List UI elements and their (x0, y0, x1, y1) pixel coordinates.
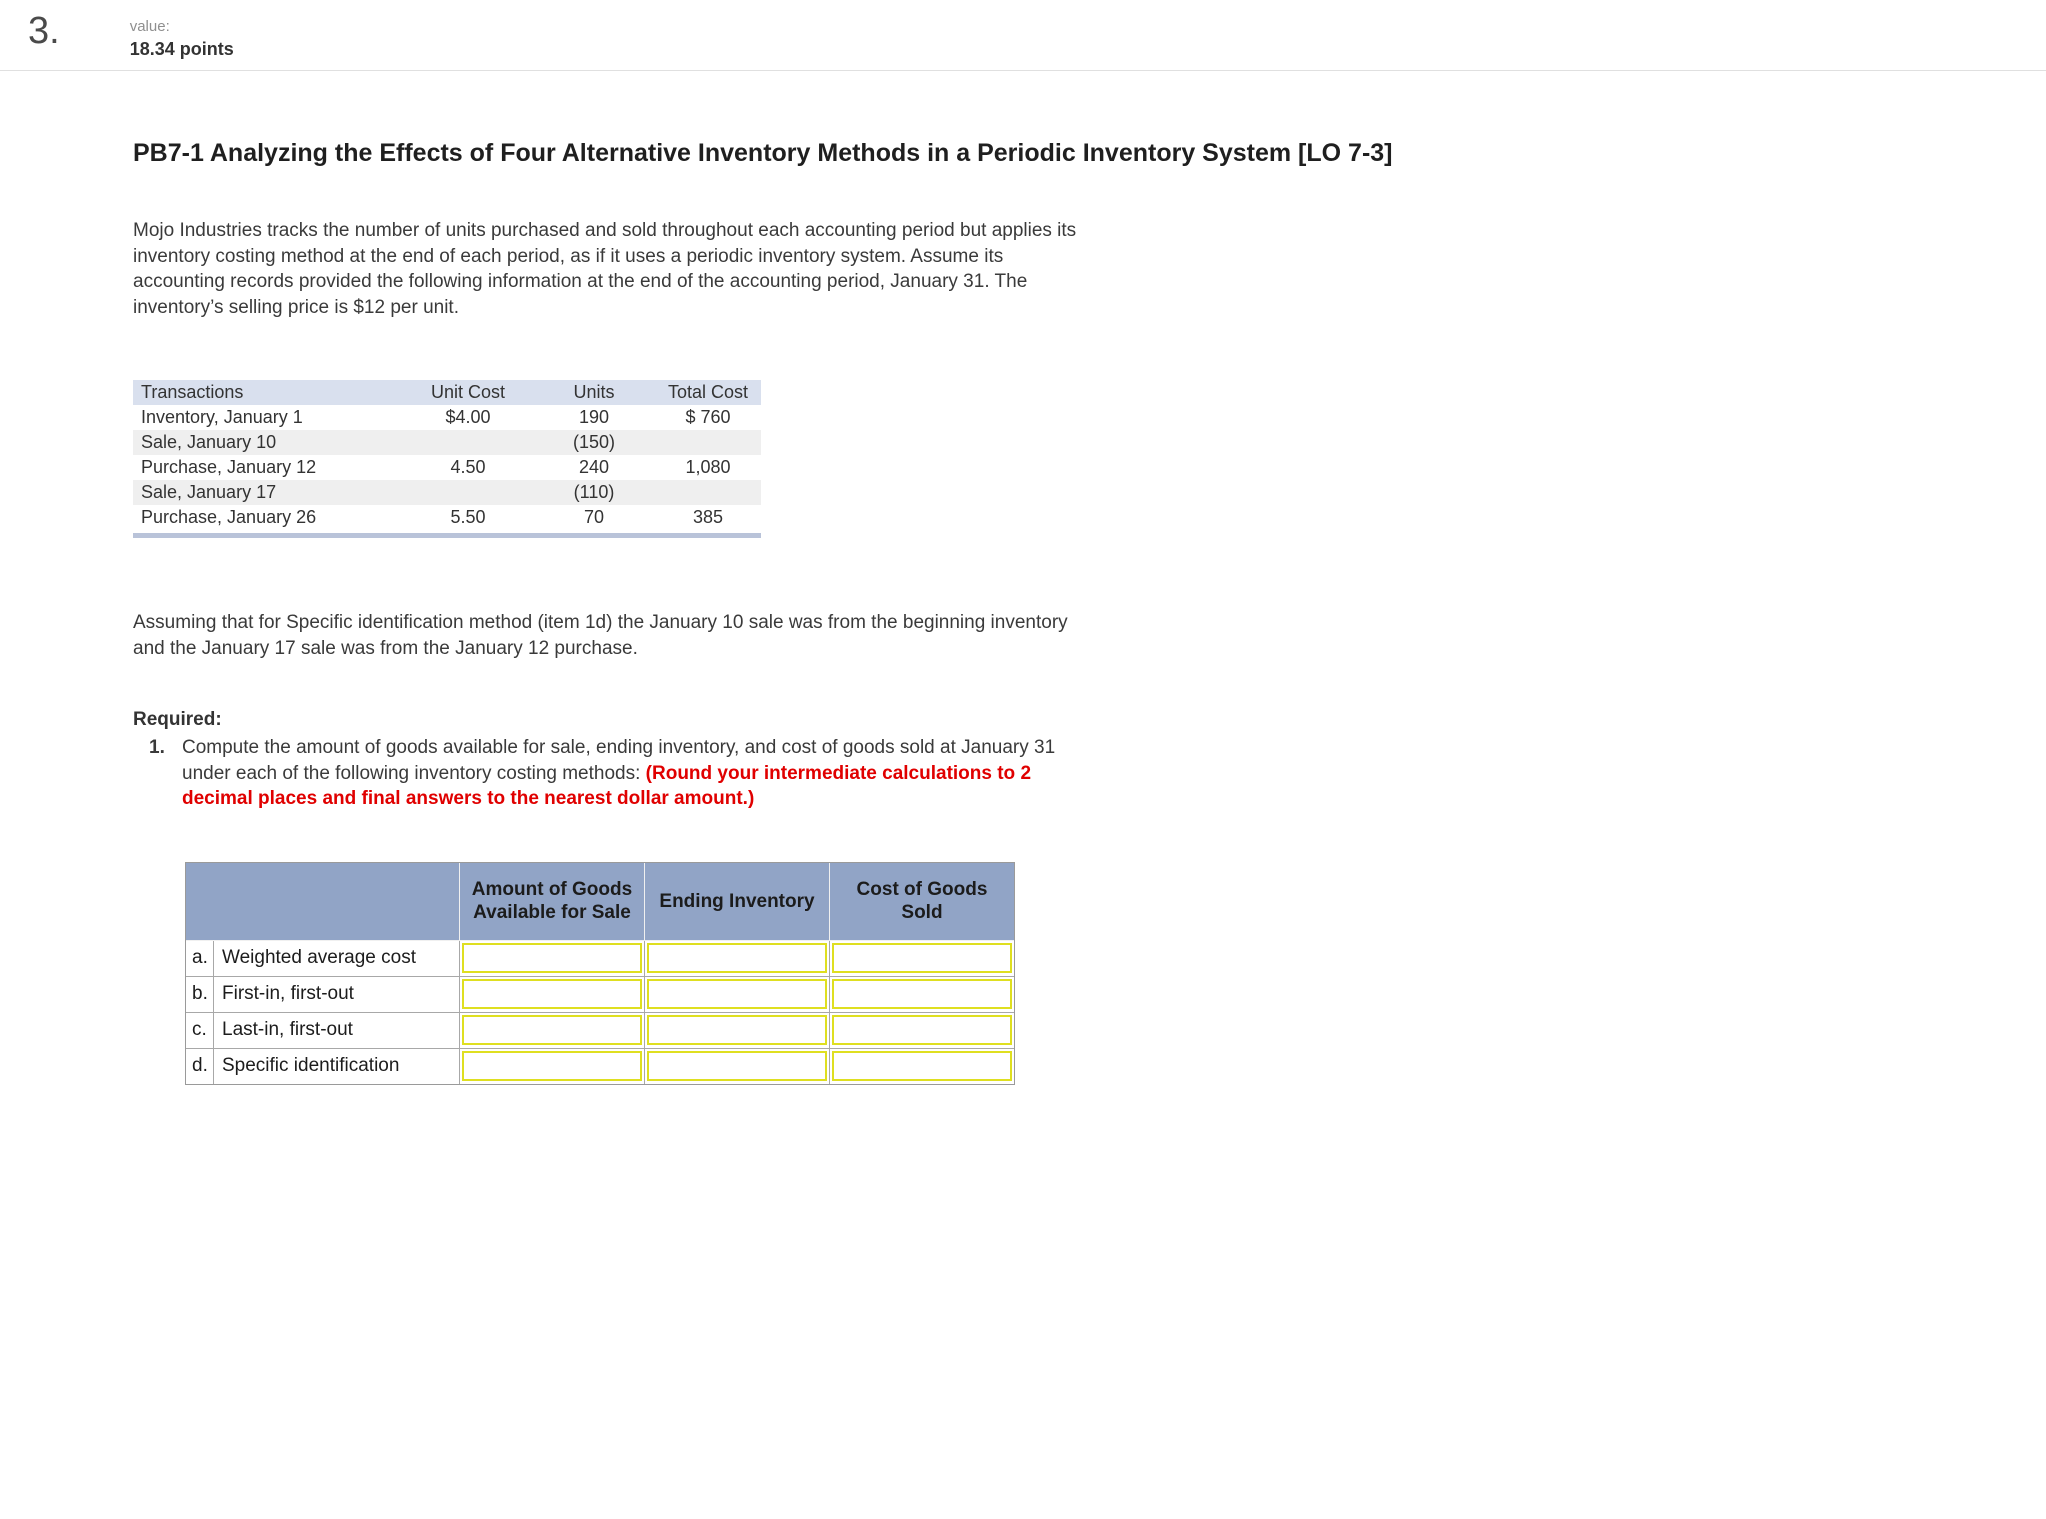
transactions-row: Purchase, January 12 4.50 240 1,080 (133, 455, 761, 480)
row-letter: a. (185, 939, 214, 977)
total-cost-cell: $ 760 (685, 407, 731, 427)
transactions-row: Sale, January 17 (110) (133, 480, 761, 505)
question-meta: value: 18.34 points (130, 10, 234, 60)
value-label: value: (129, 18, 170, 35)
transactions-row: Inventory, January 1 $4.00 190 $ 760 (133, 405, 761, 430)
unit-cost-cell (403, 480, 533, 505)
ending-inventory-col-header: Ending Inventory (644, 861, 830, 941)
ending-inventory-cell (644, 975, 830, 1013)
unit-cost-col-header: Unit Cost (430, 382, 506, 402)
answer-input-c-ending-inventory[interactable] (647, 1015, 827, 1045)
transactions-table: Transactions Unit Cost Units Total Cost … (133, 380, 761, 530)
requirement-number: 1. (149, 737, 165, 758)
requirement-text: Compute the amount of goods available fo… (182, 737, 1056, 784)
transactions-row: Sale, January 10 (150) (133, 430, 761, 455)
answer-corner-header (185, 861, 460, 941)
answer-row: c. Last-in, first-out (185, 1011, 1015, 1049)
required-label: Required: (133, 709, 222, 730)
units-cell: (150) (572, 432, 616, 452)
problem-intro: Mojo Industries tracks the number of uni… (133, 220, 1077, 318)
assumption-text: Assuming that for Specific identificatio… (133, 612, 1068, 659)
transaction-cell: Sale, January 10 (141, 432, 277, 452)
points-value: 18.34 points (129, 39, 234, 59)
transaction-cell: Purchase, January 26 (141, 507, 317, 527)
answer-input-a-cogs[interactable] (832, 943, 1012, 973)
goods-available-cell (459, 1047, 645, 1085)
units-col-header: Units (573, 382, 615, 402)
answer-input-a-goods-available[interactable] (462, 943, 642, 973)
row-letter: d. (185, 1047, 214, 1085)
requirement-item: 1. Compute the amount of goods available… (149, 735, 2046, 812)
total-cost-cell: 385 (692, 507, 724, 527)
answer-input-c-cogs[interactable] (832, 1015, 1012, 1045)
units-cell: 70 (583, 507, 605, 527)
cost-of-goods-sold-cell (829, 1047, 1015, 1085)
transaction-cell: Purchase, January 12 (141, 457, 317, 477)
row-letter: b. (185, 975, 214, 1013)
transactions-table-bottom-rule (133, 533, 761, 538)
answer-input-d-goods-available[interactable] (462, 1051, 642, 1081)
unit-cost-cell: 4.50 (450, 457, 486, 477)
page: 3. value: 18.34 points PB7-1 Analyzing t… (0, 0, 2046, 1085)
total-cost-cell (655, 430, 761, 455)
method-label: Specific identification (213, 1047, 460, 1085)
total-cost-cell (655, 480, 761, 505)
question-header: 3. value: 18.34 points (0, 0, 2046, 70)
transaction-cell: Sale, January 17 (141, 482, 277, 502)
goods-available-cell (459, 975, 645, 1013)
goods-available-cell (459, 1011, 645, 1049)
ending-inventory-cell (644, 1011, 830, 1049)
requirement-body: Compute the amount of goods available fo… (182, 735, 1087, 812)
unit-cost-cell: 5.50 (450, 507, 486, 527)
ending-inventory-cell (644, 1047, 830, 1085)
answer-row: b. First-in, first-out (185, 975, 1015, 1013)
transactions-row: Purchase, January 26 5.50 70 385 (133, 505, 761, 530)
goods-available-col-header: Amount of Goods Available for Sale (459, 861, 645, 941)
method-label: Weighted average cost (213, 939, 460, 977)
answer-input-b-goods-available[interactable] (462, 979, 642, 1009)
transactions-header-row: Transactions Unit Cost Units Total Cost (133, 380, 761, 405)
answer-header-row: Amount of Goods Available for Sale Endin… (185, 861, 1015, 941)
problem-content: PB7-1 Analyzing the Effects of Four Alte… (133, 139, 2046, 1085)
question-number: 3. (28, 10, 60, 52)
header-divider (0, 70, 2046, 71)
cost-of-goods-sold-cell (829, 939, 1015, 977)
method-label: First-in, first-out (213, 975, 460, 1013)
ending-inventory-cell (644, 939, 830, 977)
answer-input-a-ending-inventory[interactable] (647, 943, 827, 973)
method-label: Last-in, first-out (213, 1011, 460, 1049)
unit-cost-cell: $4.00 (445, 407, 491, 427)
answer-input-b-cogs[interactable] (832, 979, 1012, 1009)
answer-table: Amount of Goods Available for Sale Endin… (185, 861, 1015, 1085)
total-cost-col-header: Total Cost (667, 382, 749, 402)
goods-available-cell (459, 939, 645, 977)
row-letter: c. (185, 1011, 214, 1049)
transactions-col-header: Transactions (141, 382, 244, 402)
problem-title: PB7-1 Analyzing the Effects of Four Alte… (133, 139, 1393, 167)
rounding-note: (Round your intermediate calculations to… (182, 762, 1032, 810)
answer-input-d-cogs[interactable] (832, 1051, 1012, 1081)
answer-input-c-goods-available[interactable] (462, 1015, 642, 1045)
cost-of-goods-sold-col-header: Cost of Goods Sold (829, 861, 1015, 941)
units-cell: (110) (573, 482, 615, 502)
answer-input-b-ending-inventory[interactable] (647, 979, 827, 1009)
transaction-cell: Inventory, January 1 (141, 407, 303, 427)
answer-input-d-ending-inventory[interactable] (647, 1051, 827, 1081)
answer-row: d. Specific identification (185, 1047, 1015, 1085)
answer-row: a. Weighted average cost (185, 939, 1015, 977)
unit-cost-cell (403, 430, 533, 455)
units-cell: 190 (578, 407, 610, 427)
total-cost-cell: 1,080 (685, 457, 731, 477)
cost-of-goods-sold-cell (829, 975, 1015, 1013)
cost-of-goods-sold-cell (829, 1011, 1015, 1049)
units-cell: 240 (578, 457, 610, 477)
